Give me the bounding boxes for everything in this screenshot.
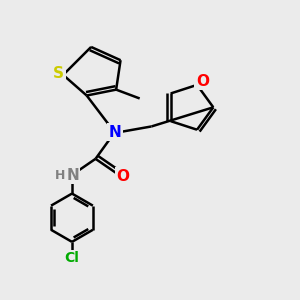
- Text: N: N: [66, 167, 79, 182]
- Text: S: S: [53, 66, 64, 81]
- Text: O: O: [196, 74, 209, 89]
- Text: H: H: [54, 169, 65, 182]
- Text: N: N: [108, 125, 121, 140]
- Text: O: O: [116, 169, 129, 184]
- Text: Cl: Cl: [64, 251, 80, 265]
